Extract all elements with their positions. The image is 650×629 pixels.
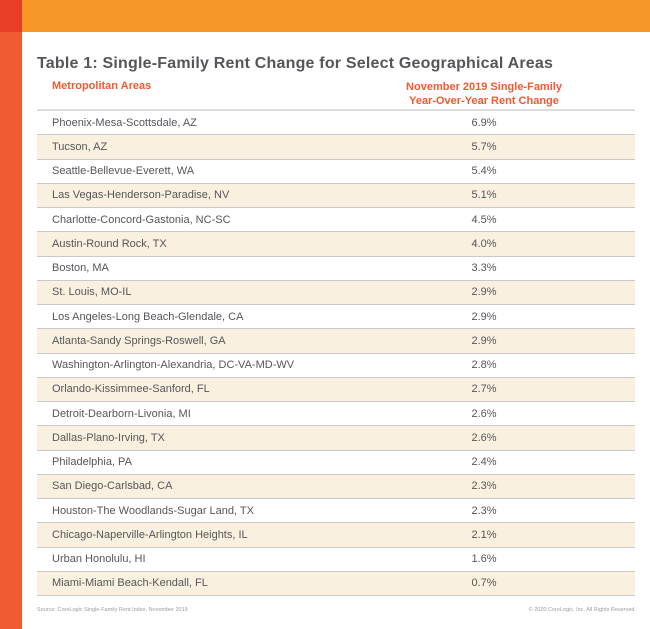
metro-area-cell: Charlotte-Concord-Gastonia, NC-SC <box>52 213 231 226</box>
rent-change-cell: 2.9% <box>471 286 497 299</box>
column-header-rent-change: November 2019 Single-Family Year-Over-Ye… <box>384 80 584 108</box>
footer: Source: CoreLogic Single-Family Rent Ind… <box>37 607 636 613</box>
table-row: Phoenix-Mesa-Scottsdale, AZ 6.9% <box>37 111 635 136</box>
rent-change-cell: 2.9% <box>471 310 497 323</box>
left-accent-strip <box>0 32 22 629</box>
rent-change-cell: 2.3% <box>471 480 497 493</box>
source-note: Source: CoreLogic Single-Family Rent Ind… <box>37 607 188 613</box>
metro-area-cell: Seattle-Bellevue-Everett, WA <box>52 165 195 178</box>
metro-area-cell: Atlanta-Sandy Springs-Roswell, GA <box>52 334 226 347</box>
table-row: Detroit-Dearborn-Livonia, MI 2.6% <box>37 402 635 427</box>
table-row: Los Angeles-Long Beach-Glendale, CA 2.9% <box>37 305 635 330</box>
table-row: San Diego-Carlsbad, CA 2.3% <box>37 474 635 499</box>
rent-change-cell: 3.3% <box>471 262 497 275</box>
table-row: Dallas-Plano-Irving, TX 2.6% <box>37 426 635 451</box>
rent-change-cell: 1.6% <box>471 553 497 566</box>
table-row: Boston, MA 3.3% <box>37 256 635 281</box>
table-row: Charlotte-Concord-Gastonia, NC-SC 4.5% <box>37 208 635 233</box>
metro-area-cell: Chicago-Naperville-Arlington Heights, IL <box>52 528 248 541</box>
page-title: Table 1: Single-Family Rent Change for S… <box>37 54 554 72</box>
rent-change-cell: 5.1% <box>471 189 497 202</box>
rent-change-cell: 2.3% <box>471 504 497 517</box>
rent-change-cell: 2.6% <box>471 407 497 420</box>
metro-area-cell: St. Louis, MO-IL <box>52 286 132 299</box>
table-row: Chicago-Naperville-Arlington Heights, IL… <box>37 523 635 548</box>
metro-area-cell: Tucson, AZ <box>52 140 108 153</box>
metro-area-cell: Washington-Arlington-Alexandria, DC-VA-M… <box>52 359 295 372</box>
metro-area-cell: Dallas-Plano-Irving, TX <box>52 431 165 444</box>
table-row: Houston-The Woodlands-Sugar Land, TX 2.3… <box>37 499 635 524</box>
metro-area-cell: Orlando-Kissimmee-Sanford, FL <box>52 383 210 396</box>
column-header-rent-change-line1: November 2019 Single-Family <box>406 81 562 93</box>
column-header-rent-change-line2: Year-Over-Year Rent Change <box>409 95 559 107</box>
table-row: Tucson, AZ 5.7% <box>37 135 635 160</box>
rent-change-cell: 2.9% <box>471 334 497 347</box>
metro-area-cell: Urban Honolulu, HI <box>52 553 146 566</box>
table-row: St. Louis, MO-IL 2.9% <box>37 280 635 305</box>
header-divider <box>37 109 635 111</box>
rent-change-cell: 2.7% <box>471 383 497 396</box>
table-row: Orlando-Kissimmee-Sanford, FL 2.7% <box>37 377 635 402</box>
metro-area-cell: Los Angeles-Long Beach-Glendale, CA <box>52 310 244 323</box>
metro-area-cell: Austin-Round Rock, TX <box>52 237 167 250</box>
rent-change-cell: 5.7% <box>471 140 497 153</box>
metro-area-cell: Las Vegas-Henderson-Paradise, NV <box>52 189 230 202</box>
table-row: Austin-Round Rock, TX 4.0% <box>37 232 635 257</box>
column-header-metro-areas: Metropolitan Areas <box>52 80 152 92</box>
table-row: Miami-Miami Beach-Kendall, FL 0.7% <box>37 571 635 596</box>
rent-change-cell: 2.4% <box>471 456 497 469</box>
table-row: Atlanta-Sandy Springs-Roswell, GA 2.9% <box>37 329 635 354</box>
top-banner <box>22 0 650 32</box>
rent-change-cell: 5.4% <box>471 165 497 178</box>
rent-change-cell: 2.6% <box>471 431 497 444</box>
rent-change-cell: 4.5% <box>471 213 497 226</box>
table-row: Las Vegas-Henderson-Paradise, NV 5.1% <box>37 183 635 208</box>
metro-area-cell: Miami-Miami Beach-Kendall, FL <box>52 577 208 590</box>
table-row: Seattle-Bellevue-Everett, WA 5.4% <box>37 159 635 184</box>
metro-area-cell: Phoenix-Mesa-Scottsdale, AZ <box>52 116 197 129</box>
brand-corner-block <box>0 0 22 32</box>
metro-area-cell: Detroit-Dearborn-Livonia, MI <box>52 407 191 420</box>
rent-change-cell: 2.8% <box>471 359 497 372</box>
table-row: Urban Honolulu, HI 1.6% <box>37 547 635 572</box>
copyright-note: © 2020 CoreLogic, Inc. All Rights Reserv… <box>528 607 636 613</box>
rent-change-cell: 4.0% <box>471 237 497 250</box>
rent-change-cell: 6.9% <box>471 116 497 129</box>
metro-area-cell: San Diego-Carlsbad, CA <box>52 480 173 493</box>
metro-area-cell: Houston-The Woodlands-Sugar Land, TX <box>52 504 254 517</box>
metro-area-cell: Philadelphia, PA <box>52 456 132 469</box>
metro-area-cell: Boston, MA <box>52 262 109 275</box>
table-row: Philadelphia, PA 2.4% <box>37 450 635 475</box>
table-row: Washington-Arlington-Alexandria, DC-VA-M… <box>37 353 635 378</box>
rent-change-cell: 2.1% <box>471 528 497 541</box>
rent-change-table: Phoenix-Mesa-Scottsdale, AZ 6.9% Tucson,… <box>37 111 635 596</box>
rent-change-cell: 0.7% <box>471 577 497 590</box>
